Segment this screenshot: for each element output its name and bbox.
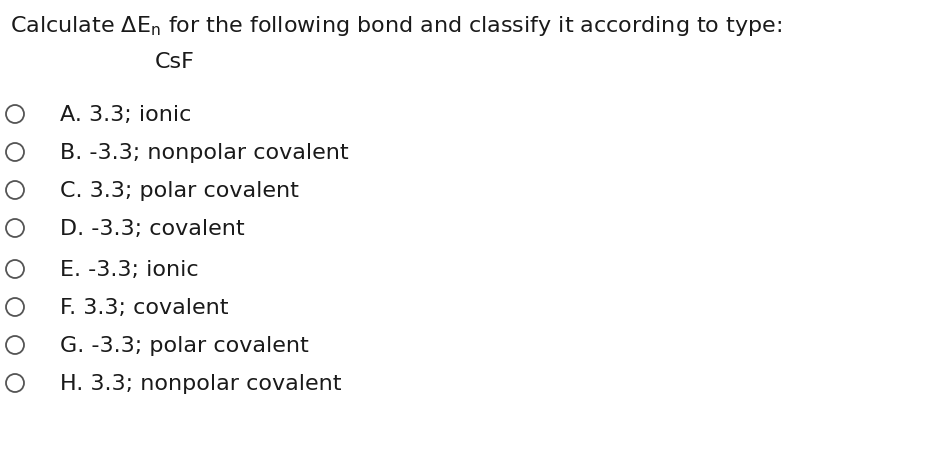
- Text: A. 3.3; ionic: A. 3.3; ionic: [60, 105, 191, 125]
- Text: F. 3.3; covalent: F. 3.3; covalent: [60, 297, 228, 317]
- Text: E. -3.3; ionic: E. -3.3; ionic: [60, 259, 198, 279]
- Text: D. -3.3; covalent: D. -3.3; covalent: [60, 219, 244, 238]
- Text: Calculate $\Delta$E$_\mathregular{n}$ for the following bond and classify it acc: Calculate $\Delta$E$_\mathregular{n}$ fo…: [10, 14, 782, 38]
- Text: B. -3.3; nonpolar covalent: B. -3.3; nonpolar covalent: [60, 143, 348, 163]
- Text: H. 3.3; nonpolar covalent: H. 3.3; nonpolar covalent: [60, 373, 342, 393]
- Text: G. -3.3; polar covalent: G. -3.3; polar covalent: [60, 335, 309, 355]
- Text: C. 3.3; polar covalent: C. 3.3; polar covalent: [60, 181, 299, 200]
- Text: CsF: CsF: [155, 52, 195, 72]
